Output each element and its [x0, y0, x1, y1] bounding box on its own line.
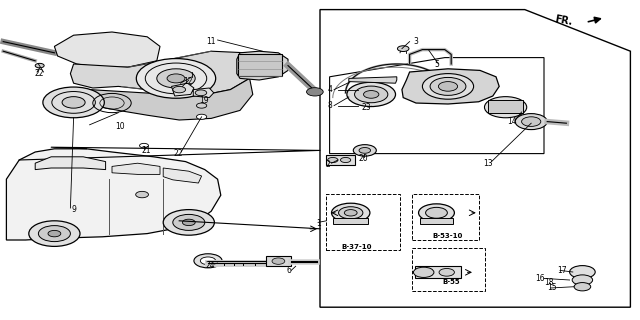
Polygon shape — [35, 157, 106, 170]
Text: 11: 11 — [207, 37, 216, 46]
Text: 20: 20 — [358, 154, 368, 163]
Text: 5: 5 — [434, 60, 439, 68]
Polygon shape — [402, 69, 499, 104]
Circle shape — [43, 87, 104, 118]
Polygon shape — [172, 83, 194, 96]
Text: 1: 1 — [316, 220, 321, 228]
Text: 21: 21 — [141, 146, 150, 155]
Circle shape — [344, 210, 357, 216]
Text: 22: 22 — [173, 149, 182, 158]
Text: 18: 18 — [545, 278, 554, 287]
Circle shape — [332, 203, 370, 222]
Circle shape — [353, 145, 376, 156]
Circle shape — [136, 59, 216, 98]
Polygon shape — [163, 168, 202, 183]
Circle shape — [136, 191, 148, 198]
Circle shape — [157, 69, 195, 88]
Text: 6: 6 — [287, 266, 292, 275]
Circle shape — [419, 204, 454, 222]
Bar — [420, 218, 453, 224]
Circle shape — [196, 103, 207, 108]
Circle shape — [397, 46, 409, 52]
Text: 15: 15 — [547, 284, 557, 292]
Circle shape — [48, 230, 61, 237]
Circle shape — [328, 157, 338, 163]
Text: 3: 3 — [413, 37, 419, 46]
Text: 24: 24 — [205, 261, 215, 270]
Text: 10: 10 — [115, 122, 125, 131]
Circle shape — [359, 148, 371, 153]
Circle shape — [182, 219, 195, 226]
Circle shape — [422, 74, 474, 99]
Text: 22: 22 — [35, 69, 44, 78]
Bar — [266, 256, 291, 266]
Polygon shape — [320, 10, 630, 307]
Circle shape — [307, 88, 323, 96]
Text: 13: 13 — [483, 159, 493, 168]
Polygon shape — [112, 163, 160, 174]
Circle shape — [426, 207, 447, 218]
Bar — [488, 100, 523, 113]
Circle shape — [195, 90, 207, 96]
Circle shape — [38, 226, 70, 242]
Text: 9: 9 — [71, 205, 76, 214]
Bar — [412, 248, 485, 291]
Circle shape — [35, 63, 44, 68]
Circle shape — [484, 97, 527, 118]
Circle shape — [163, 210, 214, 235]
Circle shape — [173, 214, 205, 230]
Polygon shape — [70, 51, 256, 96]
Circle shape — [355, 86, 388, 103]
Circle shape — [430, 77, 466, 95]
Text: B-37-10: B-37-10 — [342, 244, 372, 250]
Text: FR.: FR. — [554, 14, 573, 27]
Circle shape — [439, 268, 454, 276]
Text: 17: 17 — [557, 266, 567, 275]
Text: 19: 19 — [198, 96, 209, 105]
Circle shape — [194, 254, 222, 268]
Text: B-55: B-55 — [442, 279, 460, 285]
Bar — [412, 194, 479, 240]
Bar — [415, 266, 461, 278]
Text: 8: 8 — [327, 101, 332, 110]
Circle shape — [339, 207, 363, 219]
Circle shape — [515, 114, 547, 130]
Text: 14: 14 — [507, 117, 517, 126]
Circle shape — [200, 257, 216, 265]
Circle shape — [140, 143, 148, 148]
Bar — [238, 54, 282, 76]
Polygon shape — [193, 88, 214, 98]
Text: 23: 23 — [361, 103, 371, 112]
Circle shape — [196, 114, 207, 119]
Circle shape — [570, 266, 595, 278]
Circle shape — [347, 82, 396, 107]
Text: B-53-10: B-53-10 — [433, 233, 463, 238]
Circle shape — [413, 267, 434, 277]
Circle shape — [62, 97, 85, 108]
Circle shape — [340, 157, 351, 163]
Text: 16: 16 — [534, 274, 545, 283]
Polygon shape — [349, 77, 397, 83]
Circle shape — [167, 74, 185, 83]
Circle shape — [29, 221, 80, 246]
Polygon shape — [6, 149, 221, 240]
Circle shape — [574, 283, 591, 291]
Circle shape — [438, 82, 458, 91]
Polygon shape — [54, 32, 160, 67]
Circle shape — [364, 91, 379, 98]
Bar — [333, 218, 368, 224]
Polygon shape — [86, 78, 253, 120]
Bar — [326, 194, 400, 250]
Circle shape — [173, 86, 186, 93]
Circle shape — [272, 258, 285, 264]
Text: 4: 4 — [327, 85, 332, 94]
Circle shape — [572, 275, 593, 285]
Bar — [326, 155, 355, 165]
Circle shape — [493, 101, 518, 114]
Polygon shape — [237, 51, 288, 80]
Text: 2: 2 — [326, 160, 331, 169]
Text: 12: 12 — [183, 77, 192, 86]
Circle shape — [522, 117, 541, 126]
